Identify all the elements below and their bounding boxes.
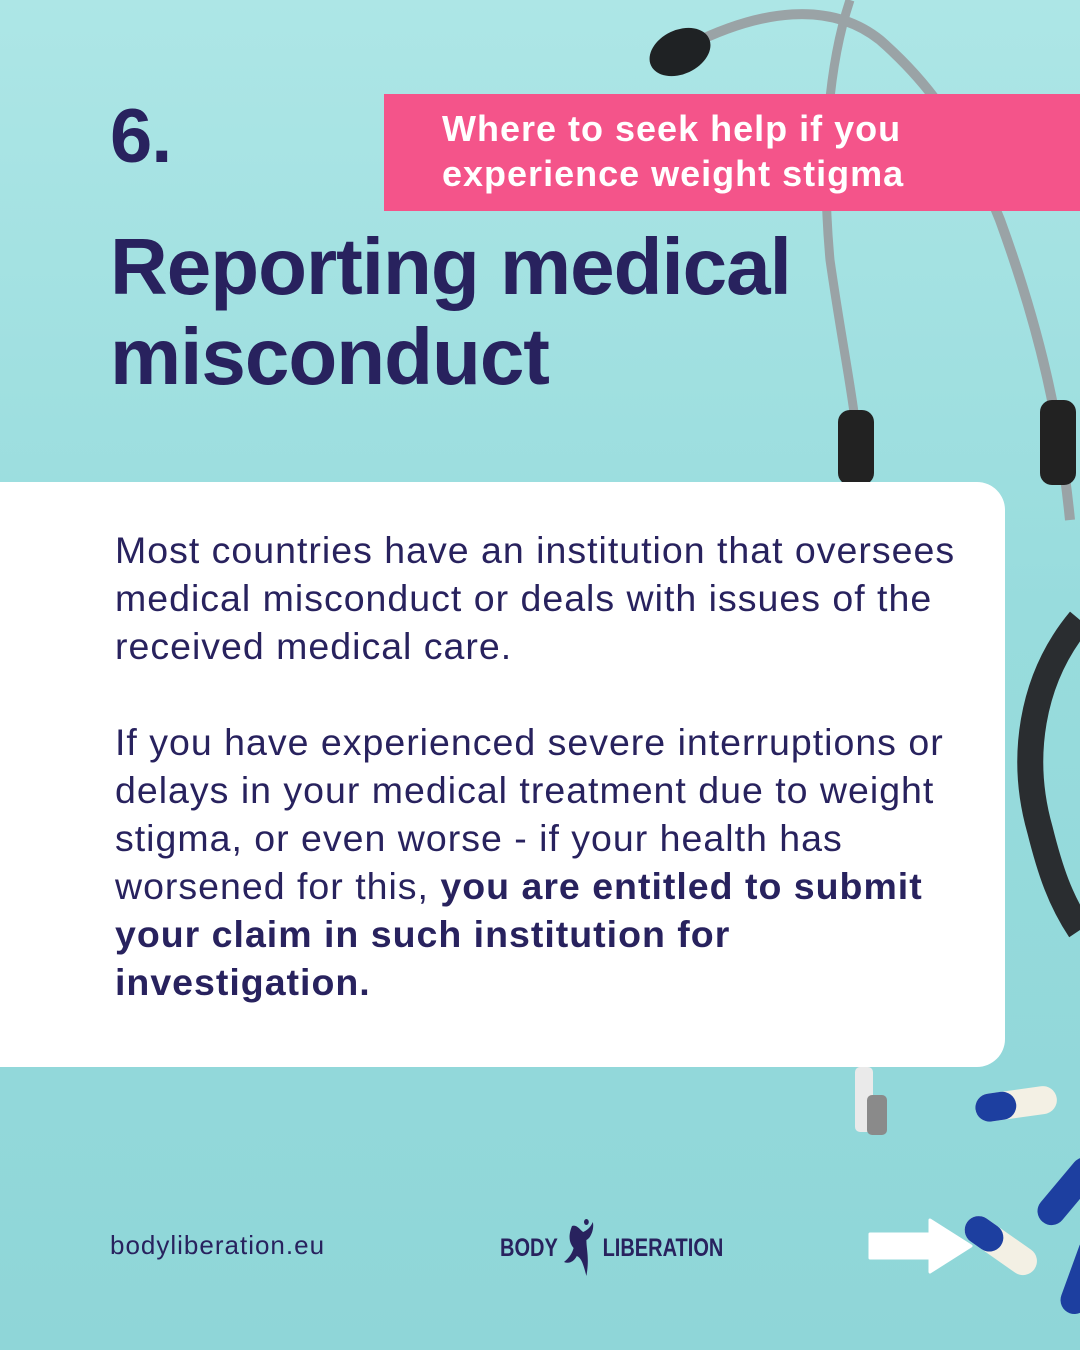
content-card: Most countries have an institution that … <box>0 482 1005 1067</box>
website-link[interactable]: bodyliberation.eu <box>110 1230 326 1260</box>
paragraph-bold-text: you are entitled to submit your claim in… <box>115 865 923 1003</box>
slide-number: 6. <box>110 94 172 179</box>
body-liberation-logo: BODY LIBERATION <box>500 1218 723 1278</box>
page-title: Reporting medical misconduct <box>110 222 792 401</box>
dancing-figure-icon <box>564 1219 594 1276</box>
logo-text-liberation: LIBERATION <box>602 1233 724 1262</box>
paragraph-entitlement: If you have experienced severe interrupt… <box>115 718 985 1006</box>
paragraph-regular-text: If you have experienced severe interrupt… <box>115 721 944 907</box>
section-banner: Where to seek help if you experience wei… <box>384 94 1080 211</box>
paragraph-institution: Most countries have an institution that … <box>115 529 956 667</box>
banner-text: Where to seek help if you experience wei… <box>442 108 905 194</box>
logo-text-body: BODY <box>500 1233 558 1262</box>
arrow-right-icon[interactable] <box>868 1218 973 1274</box>
